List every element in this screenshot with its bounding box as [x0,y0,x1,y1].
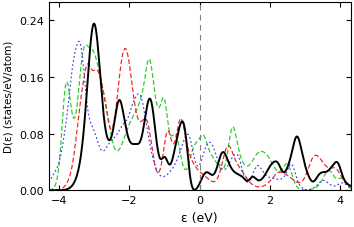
Line: S1: S1 [48,49,351,190]
D [349,187,353,190]
S2 [340,177,344,180]
S2 [194,142,198,145]
S3 [194,188,198,191]
D [185,133,190,136]
D [285,171,289,174]
S3 [62,189,66,191]
D [62,135,66,138]
S1 [285,174,289,176]
S3 [185,153,190,155]
D [194,162,198,165]
S2 [340,177,344,180]
Line: D: D [48,42,351,190]
D [77,41,81,44]
S3 [340,173,344,175]
S1 [340,176,344,179]
Y-axis label: D(ε) (states/eV/atom): D(ε) (states/eV/atom) [3,41,13,153]
S1 [123,48,127,51]
S1 [194,166,198,168]
S2 [285,163,289,165]
X-axis label: ε (eV): ε (eV) [181,211,218,224]
S3 [92,23,96,26]
S1 [46,189,51,192]
S2 [62,98,66,101]
D [340,182,344,184]
S2 [349,187,353,190]
S2 [46,189,51,192]
Line: S3: S3 [48,25,351,190]
Line: S2: S2 [48,46,351,190]
S2 [185,166,190,169]
S1 [349,186,353,189]
S3 [285,168,289,171]
S1 [340,177,344,179]
S3 [340,173,344,176]
D [306,188,310,191]
S1 [62,186,66,188]
S3 [46,189,51,192]
D [340,182,344,184]
D [46,181,51,184]
S3 [349,185,353,187]
S1 [185,146,190,148]
S2 [84,44,88,47]
